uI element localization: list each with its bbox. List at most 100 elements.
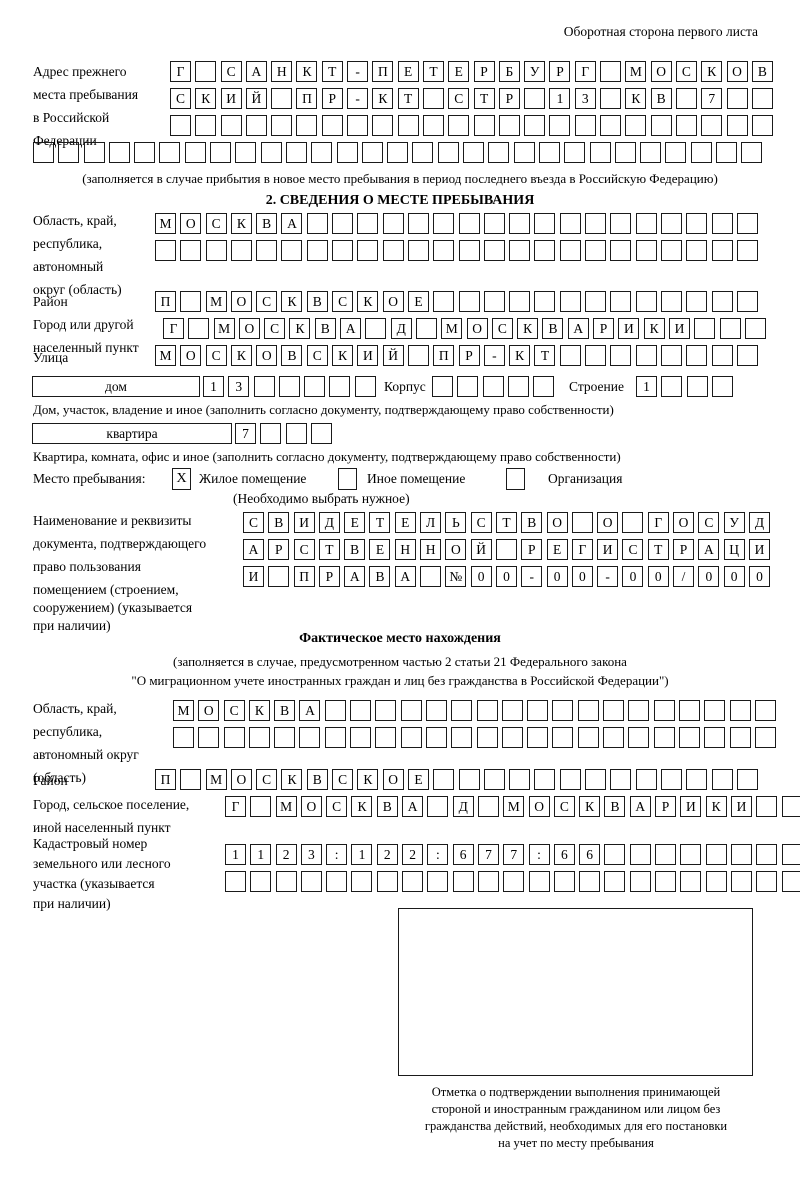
char-cell[interactable]: А	[299, 700, 321, 721]
char-cell[interactable]	[458, 213, 480, 234]
char-cell[interactable]	[451, 700, 473, 721]
char-cell[interactable]: С	[264, 318, 286, 339]
char-cell[interactable]: У	[524, 61, 546, 82]
char-cell[interactable]: Г	[571, 539, 593, 560]
char-cell[interactable]	[195, 61, 217, 82]
char-cell[interactable]	[159, 142, 181, 163]
char-cell[interactable]	[538, 142, 560, 163]
char-cell[interactable]	[660, 213, 682, 234]
char-cell[interactable]: 0	[470, 566, 492, 587]
char-cell[interactable]: В	[256, 213, 278, 234]
char-cell[interactable]: В	[542, 318, 564, 339]
char-cell[interactable]: У	[723, 512, 745, 533]
char-cell[interactable]	[711, 345, 733, 366]
char-cell[interactable]: Т	[321, 61, 343, 82]
char-cell[interactable]	[285, 142, 307, 163]
char-cell[interactable]: 0	[546, 566, 568, 587]
char-cell[interactable]: Н	[271, 61, 293, 82]
char-cell[interactable]	[675, 115, 697, 136]
char-cell[interactable]	[336, 142, 358, 163]
char-cell[interactable]	[495, 539, 517, 560]
char-cell[interactable]: 3	[300, 844, 322, 865]
char-cell[interactable]	[285, 423, 307, 444]
char-cell[interactable]	[332, 213, 354, 234]
char-cell[interactable]: Й	[382, 345, 404, 366]
char-cell[interactable]: 1	[636, 376, 657, 397]
char-cell[interactable]	[552, 727, 574, 748]
char-cell[interactable]	[736, 213, 758, 234]
char-cell[interactable]: Д	[452, 796, 474, 817]
char-cell[interactable]	[230, 240, 252, 261]
char-cell[interactable]	[635, 345, 657, 366]
char-cell[interactable]: С	[622, 539, 644, 560]
char-cell[interactable]: В	[604, 796, 626, 817]
char-cell[interactable]: И	[293, 512, 315, 533]
char-cell[interactable]	[306, 213, 328, 234]
char-cell[interactable]	[552, 700, 574, 721]
char-cell[interactable]	[701, 115, 723, 136]
char-cell[interactable]	[730, 844, 752, 865]
char-cell[interactable]	[524, 115, 546, 136]
char-cell[interactable]: М	[275, 796, 297, 817]
char-cell[interactable]	[33, 142, 54, 163]
char-cell[interactable]: О	[382, 291, 404, 312]
char-cell[interactable]	[655, 871, 677, 892]
char-cell[interactable]: Д	[748, 512, 770, 533]
char-cell[interactable]: 6	[579, 844, 601, 865]
char-cell[interactable]	[458, 291, 480, 312]
char-cell[interactable]: Р	[549, 61, 571, 82]
char-cell[interactable]	[350, 727, 372, 748]
char-cell[interactable]	[729, 700, 751, 721]
char-cell[interactable]	[375, 727, 397, 748]
char-cell[interactable]	[507, 376, 529, 397]
char-cell[interactable]	[250, 871, 272, 892]
char-cell[interactable]: 7	[503, 844, 525, 865]
char-cell[interactable]	[245, 115, 267, 136]
char-cell[interactable]: И	[668, 318, 690, 339]
char-cell[interactable]: М	[625, 61, 647, 82]
char-cell[interactable]: 1	[351, 844, 373, 865]
char-cell[interactable]	[528, 871, 550, 892]
char-cell[interactable]	[577, 727, 599, 748]
char-cell[interactable]	[655, 844, 677, 865]
char-cell[interactable]	[705, 844, 727, 865]
char-cell[interactable]	[559, 345, 581, 366]
char-cell[interactable]	[524, 88, 546, 109]
char-cell[interactable]: Т	[397, 88, 419, 109]
char-cell[interactable]	[310, 423, 332, 444]
char-cell[interactable]	[610, 291, 632, 312]
char-cell[interactable]	[610, 345, 632, 366]
char-cell[interactable]: О	[445, 539, 467, 560]
char-cell[interactable]	[553, 871, 575, 892]
char-cell[interactable]	[678, 700, 700, 721]
char-cell[interactable]: 0	[647, 566, 669, 587]
char-cell[interactable]	[108, 142, 130, 163]
char-cell[interactable]: Д	[390, 318, 412, 339]
char-cell[interactable]	[155, 240, 176, 261]
char-cell[interactable]	[437, 142, 459, 163]
char-cell[interactable]	[686, 345, 708, 366]
char-cell[interactable]: К	[372, 88, 394, 109]
char-cell[interactable]	[324, 727, 346, 748]
char-cell[interactable]: О	[180, 213, 202, 234]
char-cell[interactable]	[300, 871, 322, 892]
char-cell[interactable]	[458, 769, 480, 790]
char-cell[interactable]: 2	[402, 844, 424, 865]
char-cell[interactable]	[271, 88, 293, 109]
char-cell[interactable]	[332, 240, 354, 261]
char-cell[interactable]: К	[579, 796, 601, 817]
char-cell[interactable]	[256, 240, 278, 261]
char-cell[interactable]: К	[281, 769, 303, 790]
char-cell[interactable]	[680, 844, 702, 865]
char-cell[interactable]	[311, 142, 333, 163]
char-cell[interactable]	[549, 115, 571, 136]
char-cell[interactable]	[223, 727, 245, 748]
char-cell[interactable]	[660, 769, 682, 790]
char-cell[interactable]: Е	[369, 539, 391, 560]
char-cell[interactable]	[365, 318, 387, 339]
char-cell[interactable]	[559, 291, 581, 312]
char-cell[interactable]	[433, 769, 455, 790]
char-cell[interactable]	[400, 700, 422, 721]
char-cell[interactable]	[268, 566, 290, 587]
